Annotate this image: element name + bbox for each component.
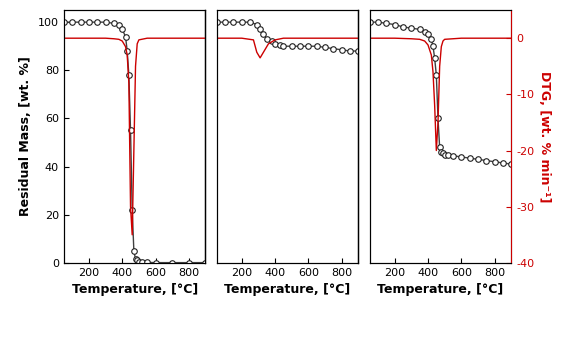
Y-axis label: DTG, [wt. % min⁻¹]: DTG, [wt. % min⁻¹] [538, 71, 551, 202]
X-axis label: Temperature, [°C]: Temperature, [°C] [71, 283, 198, 296]
Y-axis label: Residual Mass, [wt. %]: Residual Mass, [wt. %] [20, 57, 33, 216]
X-axis label: Temperature, [°C]: Temperature, [°C] [224, 283, 351, 296]
X-axis label: Temperature, [°C]: Temperature, [°C] [378, 283, 504, 296]
